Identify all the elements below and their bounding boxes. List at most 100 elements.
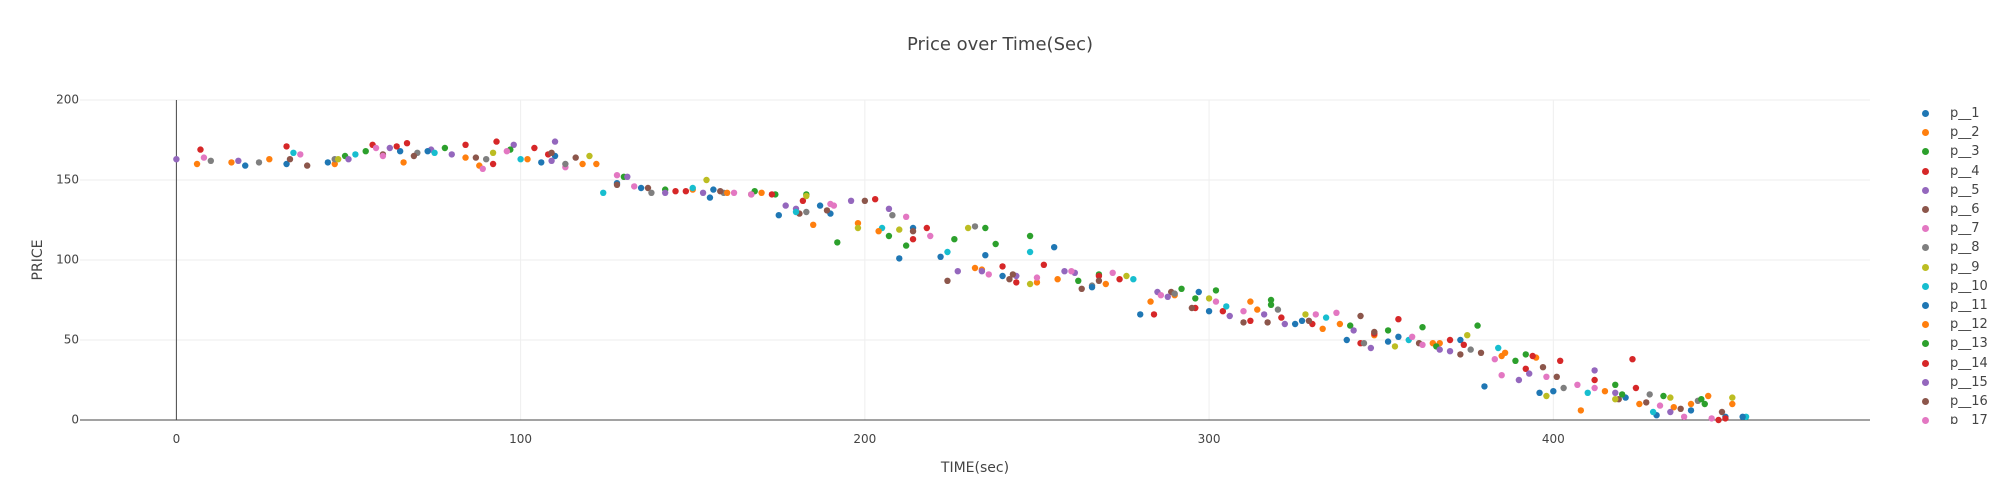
data-point[interactable] bbox=[1305, 317, 1313, 324]
data-point[interactable] bbox=[1436, 346, 1443, 353]
legend-item[interactable]: p__8 bbox=[1900, 238, 2000, 257]
data-point[interactable] bbox=[303, 162, 311, 169]
data-point[interactable] bbox=[1061, 268, 1068, 275]
data-point[interactable] bbox=[1574, 381, 1581, 388]
data-point[interactable] bbox=[1591, 384, 1598, 392]
legend-item[interactable]: p__3 bbox=[1900, 142, 2000, 161]
data-point[interactable] bbox=[1601, 388, 1609, 395]
data-point[interactable] bbox=[982, 224, 989, 232]
data-point[interactable] bbox=[193, 160, 201, 168]
data-point[interactable] bbox=[283, 160, 290, 168]
data-point[interactable] bbox=[861, 197, 869, 204]
data-point[interactable] bbox=[1188, 304, 1196, 312]
data-point[interactable] bbox=[1274, 306, 1282, 313]
data-point[interactable] bbox=[1636, 400, 1643, 408]
data-point[interactable] bbox=[978, 268, 986, 275]
data-point[interactable] bbox=[1150, 311, 1158, 318]
data-point[interactable] bbox=[1343, 336, 1350, 344]
data-point[interactable] bbox=[854, 224, 862, 232]
data-point[interactable] bbox=[1205, 308, 1213, 315]
data-point[interactable] bbox=[613, 181, 621, 188]
data-point[interactable] bbox=[1247, 317, 1254, 324]
data-point[interactable] bbox=[424, 148, 431, 155]
data-point[interactable] bbox=[717, 188, 724, 195]
data-point[interactable] bbox=[1395, 316, 1402, 323]
data-point[interactable] bbox=[352, 151, 359, 158]
data-point[interactable] bbox=[834, 239, 841, 246]
data-point[interactable] bbox=[902, 242, 910, 249]
data-point[interactable] bbox=[672, 188, 679, 195]
data-point[interactable] bbox=[1419, 324, 1426, 331]
data-point[interactable] bbox=[644, 184, 652, 192]
data-point[interactable] bbox=[1474, 322, 1481, 329]
data-point[interactable] bbox=[1729, 394, 1736, 401]
data-point[interactable] bbox=[985, 271, 992, 278]
data-point[interactable] bbox=[1526, 370, 1533, 377]
data-point[interactable] bbox=[944, 248, 951, 256]
data-point[interactable] bbox=[971, 223, 979, 230]
data-point[interactable] bbox=[1656, 402, 1664, 409]
data-point[interactable] bbox=[579, 160, 586, 168]
data-point[interactable] bbox=[403, 140, 411, 147]
data-point[interactable] bbox=[1739, 413, 1746, 420]
data-point[interactable] bbox=[400, 159, 407, 166]
data-point[interactable] bbox=[1677, 405, 1684, 412]
data-point[interactable] bbox=[1223, 303, 1230, 310]
data-point[interactable] bbox=[531, 144, 538, 152]
data-point[interactable] bbox=[871, 196, 879, 203]
data-point[interactable] bbox=[951, 236, 958, 243]
data-point[interactable] bbox=[1715, 416, 1722, 424]
data-point[interactable] bbox=[266, 156, 273, 163]
data-point[interactable] bbox=[827, 200, 834, 208]
data-point[interactable] bbox=[1137, 311, 1144, 318]
data-point[interactable] bbox=[1705, 392, 1712, 400]
data-point[interactable] bbox=[362, 148, 369, 155]
data-point[interactable] bbox=[1006, 276, 1013, 283]
data-point[interactable] bbox=[1632, 384, 1640, 392]
data-point[interactable] bbox=[1446, 348, 1454, 355]
data-point[interactable] bbox=[1078, 285, 1085, 292]
data-point[interactable] bbox=[768, 191, 776, 198]
data-point[interactable] bbox=[854, 220, 862, 227]
data-point[interactable] bbox=[1539, 364, 1547, 371]
data-point[interactable] bbox=[758, 189, 765, 196]
data-point[interactable] bbox=[1577, 407, 1585, 414]
data-point[interactable] bbox=[1495, 344, 1502, 352]
data-point[interactable] bbox=[710, 186, 717, 193]
data-point[interactable] bbox=[803, 208, 810, 216]
data-point[interactable] bbox=[1391, 343, 1399, 350]
data-point[interactable] bbox=[1553, 373, 1560, 380]
data-point[interactable] bbox=[847, 197, 855, 204]
data-point[interactable] bbox=[875, 228, 882, 235]
data-point[interactable] bbox=[207, 157, 215, 164]
data-point[interactable] bbox=[823, 207, 831, 214]
data-point[interactable] bbox=[1718, 408, 1726, 416]
data-point[interactable] bbox=[572, 154, 579, 161]
data-point[interactable] bbox=[479, 165, 486, 172]
data-point[interactable] bbox=[386, 144, 394, 152]
data-point[interactable] bbox=[1729, 400, 1736, 408]
data-point[interactable] bbox=[1291, 320, 1299, 328]
data-point[interactable] bbox=[1491, 356, 1498, 363]
data-point[interactable] bbox=[748, 191, 755, 198]
data-point[interactable] bbox=[1302, 311, 1309, 318]
data-point[interactable] bbox=[1687, 407, 1695, 414]
data-point[interactable] bbox=[1512, 357, 1519, 364]
data-point[interactable] bbox=[1457, 351, 1464, 358]
data-point[interactable] bbox=[379, 152, 387, 160]
data-point[interactable] bbox=[1522, 351, 1529, 358]
data-point[interactable] bbox=[1212, 298, 1220, 305]
data-point[interactable] bbox=[1264, 319, 1271, 326]
data-point[interactable] bbox=[1701, 400, 1708, 408]
data-point[interactable] bbox=[1419, 341, 1426, 348]
data-point[interactable] bbox=[517, 156, 524, 163]
data-point[interactable] bbox=[1026, 280, 1034, 288]
data-point[interactable] bbox=[1515, 376, 1523, 384]
data-point[interactable] bbox=[197, 146, 204, 153]
data-point[interactable] bbox=[1698, 396, 1705, 403]
legend-item[interactable]: p__4 bbox=[1900, 162, 2000, 181]
legend-item[interactable]: p__9 bbox=[1900, 258, 2000, 277]
data-point[interactable] bbox=[393, 143, 400, 150]
data-point[interactable] bbox=[1336, 320, 1344, 328]
data-point[interactable] bbox=[1591, 367, 1598, 374]
